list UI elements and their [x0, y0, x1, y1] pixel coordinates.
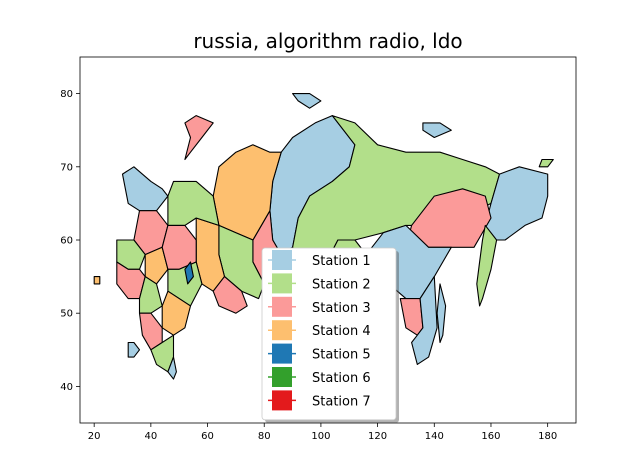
legend-label: Station 5: [312, 348, 371, 363]
y-tick-label: 80: [60, 89, 73, 100]
legend-label: Station 7: [312, 394, 371, 409]
y-tick-label: 60: [60, 236, 73, 247]
legend-label: Station 1: [312, 254, 371, 269]
region-5: [476, 224, 498, 307]
legend-swatch: [272, 296, 292, 317]
x-tick-label: 140: [425, 431, 444, 442]
region-34: [292, 93, 322, 109]
region-30: [167, 356, 177, 380]
x-tick-label: 120: [368, 431, 387, 442]
x-tick-label: 20: [88, 431, 101, 442]
region-31: [127, 341, 141, 358]
legend: Station 1 Station 2 Station 3 Station 4 Stat…: [261, 247, 399, 423]
region-36: [538, 158, 554, 168]
legend-label: Station 6: [312, 371, 371, 386]
legend-swatch: [272, 390, 292, 411]
region-24: [184, 261, 194, 285]
x-axis: 20 40 60 80 100 120 140 160 180: [88, 423, 557, 442]
legend-swatch: [272, 273, 292, 294]
chart-title: russia, algorithm radio, ldo: [193, 29, 462, 53]
legend-swatch: [272, 367, 292, 387]
x-tick-label: 160: [481, 431, 500, 442]
region-2: [292, 115, 501, 278]
legend-label: Station 3: [312, 301, 371, 316]
region-21: [144, 246, 169, 285]
region-8: [411, 276, 438, 365]
legend-swatch: [272, 320, 292, 341]
legend-label: Station 2: [312, 277, 371, 292]
region-16: [212, 276, 248, 314]
legend-swatch: [272, 250, 292, 270]
legend-swatch: [272, 343, 292, 364]
region-17: [167, 180, 220, 226]
region-27: [161, 290, 192, 336]
y-tick-label: 40: [60, 382, 73, 393]
region-18: [121, 166, 169, 212]
y-tick-label: 70: [60, 162, 73, 173]
x-tick-label: 80: [258, 431, 271, 442]
region-32: [93, 276, 101, 285]
x-tick-label: 180: [538, 431, 557, 442]
x-tick-label: 40: [144, 431, 157, 442]
region-35: [422, 122, 452, 139]
x-tick-label: 60: [201, 431, 214, 442]
region-33: [184, 115, 214, 161]
x-tick-label: 100: [311, 431, 330, 442]
region-9: [436, 283, 447, 344]
region-13: [212, 144, 282, 241]
y-tick-label: 50: [60, 309, 73, 320]
y-axis: 40 50 60 70 80: [60, 89, 80, 393]
legend-label: Station 4: [312, 324, 371, 339]
